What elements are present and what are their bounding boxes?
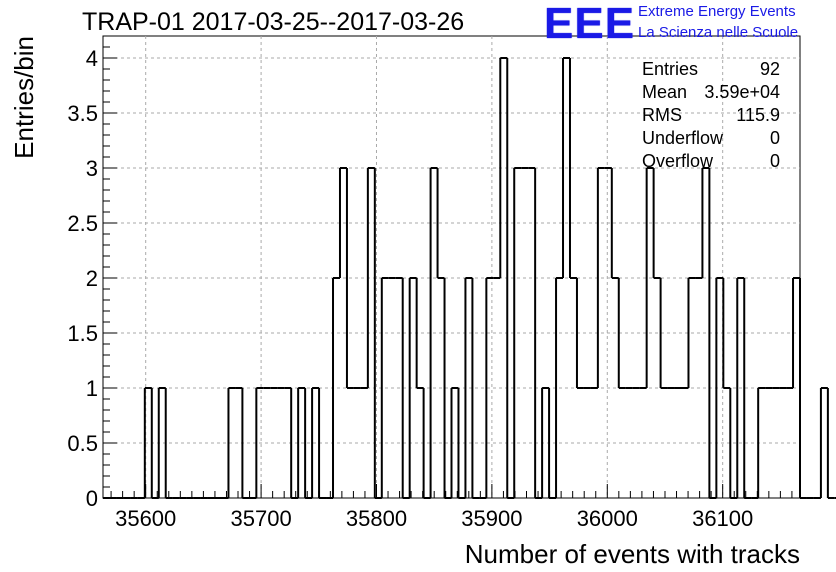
- stat-row-mean: Mean 3.59e+04: [642, 81, 780, 104]
- axis-ticks: [103, 35, 793, 499]
- stat-value: 0: [769, 151, 780, 171]
- y-tick-label: 1: [86, 376, 98, 401]
- y-tick-label: 3.5: [67, 101, 98, 126]
- stat-label: Underflow: [642, 128, 724, 148]
- y-tick-label: 4: [86, 46, 98, 71]
- y-tick-label: 0.5: [67, 431, 98, 456]
- stat-label: Overflow: [642, 151, 714, 171]
- stat-label: RMS: [642, 105, 682, 125]
- y-tick-label: 1.5: [67, 321, 98, 346]
- y-axis-label: Entries/bin: [9, 36, 39, 159]
- chart-title: TRAP-01 2017-03-25--2017-03-26: [82, 8, 465, 36]
- x-tick-label: 35900: [461, 506, 522, 531]
- stat-value: 0: [769, 128, 780, 148]
- eee-logo: EEE: [544, 0, 636, 48]
- stat-row-entries: Entries 92: [642, 58, 780, 81]
- x-tick-label: 36100: [692, 506, 753, 531]
- grid-lines: [103, 36, 800, 498]
- stat-label: Mean: [642, 82, 688, 102]
- x-axis-label: Number of events with tracks: [465, 539, 800, 569]
- logo-line-2: La Scienza nelle Scuole: [638, 24, 799, 41]
- histogram-bars: [103, 57, 836, 499]
- tick-labels: 35600 35700 35800 35900 36000 36100 0 0.5 1 1.5 2 2…: [67, 46, 753, 531]
- stat-row-underflow: Underflow 0: [642, 127, 780, 150]
- y-tick-label: 0: [86, 486, 98, 511]
- x-tick-label: 35700: [231, 506, 292, 531]
- stat-label: Entries: [642, 59, 699, 79]
- x-tick-label: 35600: [115, 506, 176, 531]
- stat-row-rms: RMS 115.9: [642, 104, 780, 127]
- x-tick-label: 36000: [577, 506, 638, 531]
- y-tick-label: 2.5: [67, 211, 98, 236]
- stats-box: Entries 92 Mean 3.59e+04 RMS 115.9 Under…: [642, 58, 780, 173]
- stat-value: 92: [759, 59, 780, 79]
- logo-line-1: Extreme Energy Events: [638, 3, 796, 20]
- y-tick-label: 3: [86, 156, 98, 181]
- y-tick-label: 2: [86, 266, 98, 291]
- stat-value: 115.9: [736, 105, 780, 125]
- stat-row-overflow: Overflow 0: [642, 150, 780, 173]
- x-tick-label: 35800: [346, 506, 407, 531]
- stat-value: 3.59e+04: [704, 82, 780, 102]
